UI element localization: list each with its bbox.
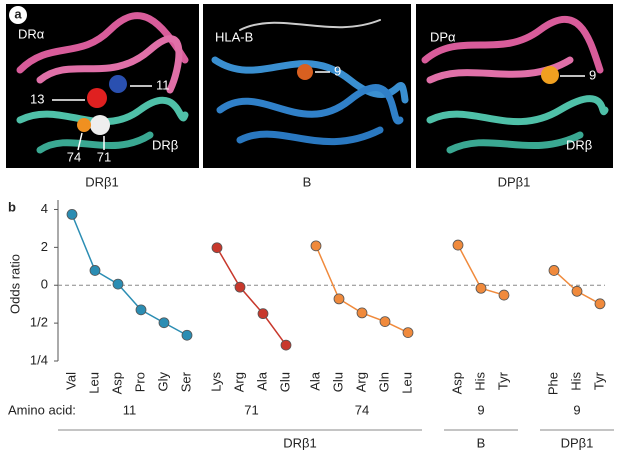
- series-line: [315, 245, 409, 334]
- y-tick-label: 0: [41, 277, 48, 292]
- point: [475, 282, 487, 294]
- x-tick-label: Ala: [307, 371, 322, 391]
- x-tick-label: Glu: [277, 372, 292, 392]
- residue: [77, 118, 91, 132]
- image-label: 13: [30, 91, 44, 106]
- position-label: 74: [355, 402, 369, 417]
- point: [158, 317, 170, 329]
- image-label: DRα: [18, 26, 45, 41]
- image-label: 9: [334, 63, 341, 78]
- series-line: [216, 247, 287, 346]
- point: [66, 208, 78, 220]
- point: [135, 304, 147, 316]
- x-tick-label: Glu: [330, 372, 345, 392]
- point: [379, 316, 391, 328]
- residue: [541, 66, 559, 84]
- point: [548, 265, 560, 276]
- group-label: DPβ1: [561, 435, 594, 450]
- residues: [77, 64, 559, 135]
- point: [280, 339, 292, 351]
- y-tick-label: 4: [41, 201, 48, 216]
- x-tick-label: Leu: [399, 372, 414, 394]
- x-tick-label: Val: [63, 372, 78, 390]
- x-tick-label: His: [568, 372, 583, 391]
- x-tick-label: Tyr: [495, 371, 510, 390]
- x-tick-label: Arg: [353, 372, 368, 392]
- x-tick-label: Gly: [155, 372, 170, 392]
- point: [333, 293, 345, 305]
- point: [310, 240, 322, 252]
- position-label: 71: [244, 402, 258, 417]
- arrows: [52, 71, 585, 151]
- point: [112, 278, 124, 290]
- panel-a: a DRα 11 13 74 71 DRβ HLA-B 9 DPα 9 DRβ …: [6, 4, 613, 189]
- position-label: 11: [123, 402, 137, 417]
- position-label: 9: [477, 402, 484, 417]
- x-tick-label: His: [472, 372, 487, 391]
- y-tick-label: 1/2: [30, 315, 48, 330]
- y-tick-label: 1/4: [30, 352, 48, 367]
- residue: [297, 64, 313, 80]
- x-axis-label: Amino acid:: [8, 402, 76, 417]
- position-label: 9: [573, 402, 580, 417]
- point: [211, 242, 223, 254]
- point: [594, 298, 606, 310]
- image-label: 11: [156, 77, 170, 92]
- image-label: DRβ: [152, 137, 178, 152]
- residue: [87, 88, 107, 108]
- x-tick-label: Ala: [254, 371, 269, 391]
- y-axis-label: Odds ratio: [7, 254, 22, 314]
- x-tick-label: Pro: [132, 372, 147, 392]
- group-label: B: [477, 435, 486, 450]
- image-label: 9: [589, 67, 596, 82]
- panel-label: b: [8, 199, 16, 214]
- panel-label: a: [14, 6, 22, 21]
- point: [498, 289, 510, 301]
- x-tick-label: Asp: [109, 372, 124, 394]
- point: [181, 329, 193, 341]
- series-line: [71, 214, 188, 336]
- point: [234, 281, 246, 293]
- image-caption: B: [303, 174, 312, 189]
- point: [452, 239, 464, 251]
- y-tick-label: 2: [41, 239, 48, 254]
- point: [571, 285, 583, 297]
- image-label: HLA-B: [215, 29, 253, 44]
- group-label: DRβ1: [283, 435, 316, 450]
- x-tick-label: Asp: [449, 372, 464, 394]
- image-label: DPα: [430, 29, 456, 44]
- point: [257, 308, 269, 320]
- image-label: DRβ: [566, 137, 592, 152]
- label-badge: [9, 6, 27, 24]
- image-label: 74: [67, 149, 81, 164]
- point: [356, 307, 368, 319]
- x-tick-label: Leu: [86, 372, 101, 394]
- residue: [109, 75, 127, 93]
- ribbons: [16, 12, 609, 154]
- point: [402, 327, 414, 338]
- x-tick-label: Phe: [545, 372, 560, 395]
- x-tick-label: Tyr: [591, 371, 606, 390]
- residue: [90, 115, 110, 135]
- x-tick-label: Ser: [178, 371, 193, 392]
- image-caption: DRβ1: [85, 174, 118, 189]
- image-label: 71: [97, 149, 111, 164]
- x-tick-label: Arg: [231, 372, 246, 392]
- x-tick-label: Lys: [208, 372, 223, 392]
- x-tick-label: Gln: [376, 372, 391, 392]
- image-caption: DPβ1: [498, 174, 531, 189]
- point: [89, 265, 101, 276]
